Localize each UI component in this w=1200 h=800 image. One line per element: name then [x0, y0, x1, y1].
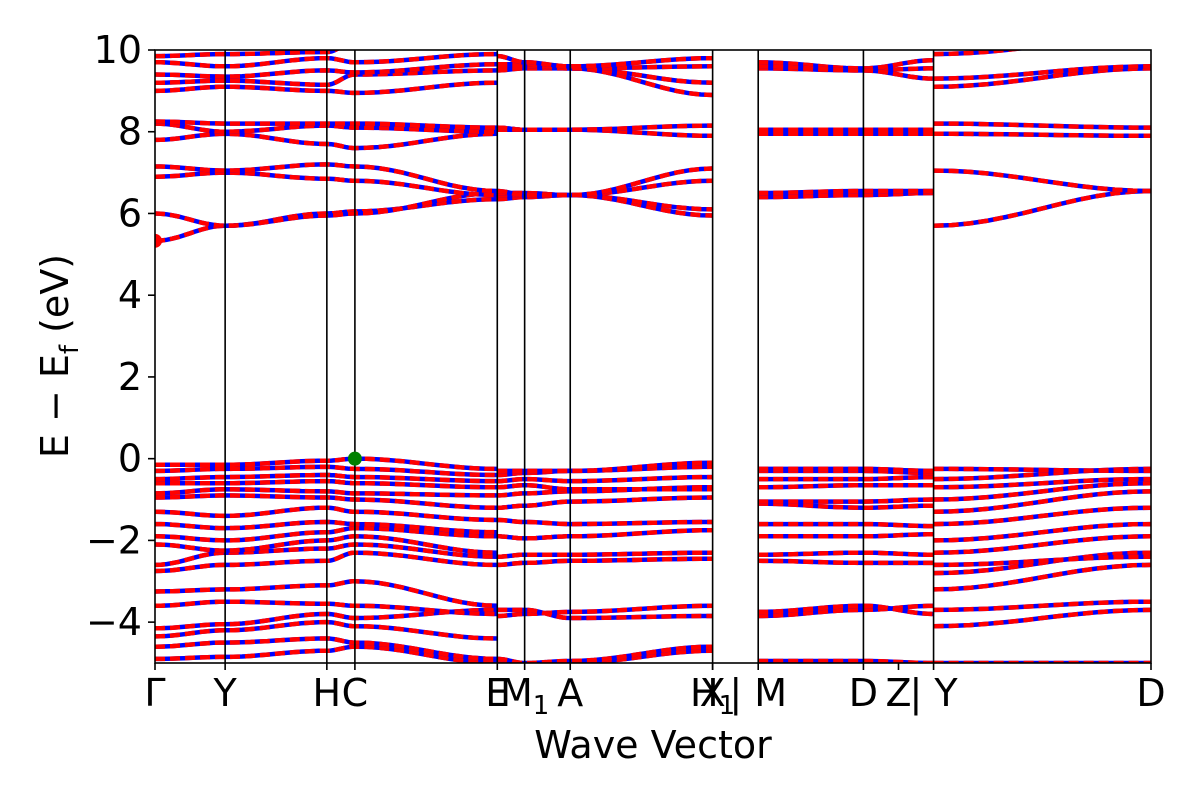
band-line-red	[933, 562, 1151, 592]
x-tick-label: M1	[500, 671, 549, 721]
y-axis-label-main: E − E	[33, 354, 77, 458]
band-line-red	[497, 517, 713, 527]
y-tick-label: 10	[94, 28, 142, 72]
x-tick-label: Y	[213, 671, 238, 715]
band-line-red	[933, 50, 1027, 57]
x-tick-label: D	[849, 671, 878, 715]
band-line-red	[933, 476, 1151, 490]
y-tick-label: −2	[86, 518, 142, 562]
x-tick-label: D	[1136, 671, 1165, 715]
band-line-red	[497, 550, 713, 559]
y-axis-ticks: −4 −2 0 2 4 6 8 10	[86, 28, 155, 644]
cbm-marker	[155, 233, 162, 248]
band-line-red	[933, 505, 1151, 527]
y-tick-label: 2	[118, 355, 142, 399]
band-line-red	[497, 123, 713, 132]
band-line-blue	[758, 466, 934, 474]
band-line-blue	[758, 482, 934, 490]
band-line-red	[933, 599, 1151, 613]
y-tick-label: 0	[118, 437, 142, 481]
band-line-red	[497, 482, 713, 492]
x-tick-label: X	[700, 671, 726, 715]
band-line-red	[933, 64, 1151, 81]
band-line-red	[497, 495, 713, 510]
band-line-red	[497, 53, 713, 69]
x-tick-label: H	[313, 671, 342, 715]
band-line-red	[497, 460, 713, 474]
band-line-red	[933, 607, 1151, 629]
band-line-red	[497, 527, 713, 541]
x-tick-label: | Y	[910, 671, 959, 716]
band-line-red	[933, 168, 1151, 194]
band-line-red	[933, 521, 1151, 543]
extrema-markers	[155, 233, 362, 466]
x-tick-label: | M	[729, 671, 787, 716]
y-tick-label: 6	[118, 191, 142, 235]
band-line-blue	[758, 550, 934, 557]
band-line-blue	[758, 532, 934, 539]
y-axis-label: E − Ef (eV)	[33, 254, 85, 458]
band-line-blue	[758, 558, 934, 566]
plot-frame	[154, 49, 1152, 664]
band-line-blue	[758, 474, 934, 482]
x-tick-label: Z	[885, 671, 911, 715]
band-line-blue	[758, 501, 934, 510]
band-line-red	[933, 66, 1151, 90]
y-tick-label: 8	[118, 110, 142, 154]
band-line-red	[933, 554, 1151, 568]
y-tick-label: 4	[118, 273, 142, 317]
band-line-red	[933, 489, 1151, 515]
band-line-red	[933, 188, 1151, 228]
band-line-red	[933, 121, 1151, 130]
band-line-red	[497, 474, 713, 484]
x-tick-label: E	[485, 671, 509, 715]
band-line-blue	[758, 188, 934, 196]
band-line-red	[933, 534, 1151, 555]
x-tick-label: C	[342, 671, 369, 715]
band-line-blue	[497, 648, 713, 663]
band-line-red	[933, 466, 1151, 474]
band-line-blue	[758, 497, 934, 504]
band-line-red	[497, 607, 713, 621]
band-line-red	[933, 480, 1151, 502]
x-tick-label: A	[557, 671, 583, 715]
band-line-red	[497, 556, 713, 568]
vbm-marker	[347, 451, 362, 466]
band-line-blue	[758, 521, 934, 529]
bands-layer	[155, 50, 1151, 663]
y-axis-label-tail: (eV)	[33, 254, 77, 345]
x-tick-label: Γ	[144, 671, 165, 715]
x-tick-subscript: 1	[719, 691, 736, 721]
band-line-red	[497, 644, 713, 663]
y-tick-label: −4	[86, 600, 142, 644]
y-axis-label-sub: f	[55, 344, 85, 354]
x-tick-subscript: 1	[533, 691, 550, 721]
band-line-red	[497, 166, 713, 198]
x-axis-label: Wave Vector	[534, 723, 772, 767]
kpoint-lines	[224, 50, 935, 663]
band-line-red	[933, 131, 1151, 139]
